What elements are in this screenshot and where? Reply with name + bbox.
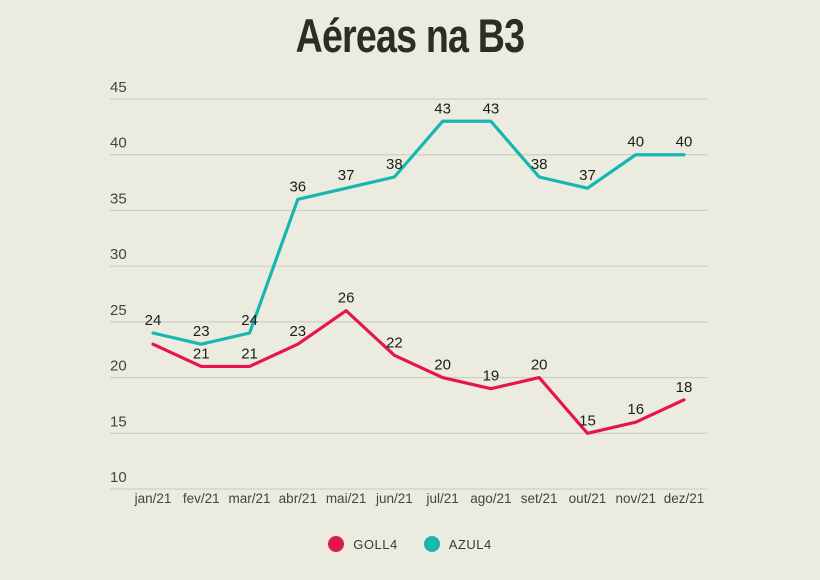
y-axis-tick-label: 30 xyxy=(110,246,127,263)
legend: GOLL4 AZUL4 xyxy=(0,536,820,552)
azul4-data-label: 38 xyxy=(531,156,548,173)
azul4-series-marker xyxy=(423,536,440,552)
x-axis-tick-label: mar/21 xyxy=(229,491,271,506)
azul4-data-label: 23 xyxy=(193,323,210,340)
goll4-data-label: 20 xyxy=(434,357,451,374)
legend-item-goll4[interactable]: GOLL4 xyxy=(328,536,397,552)
goll4-data-label: 26 xyxy=(338,290,355,307)
goll4-data-label: 23 xyxy=(289,323,306,340)
y-axis-tick-label: 40 xyxy=(110,135,127,152)
goll4-line xyxy=(151,309,686,435)
chart-title: Aéreas na B3 xyxy=(0,8,820,63)
x-axis-tick-label: set/21 xyxy=(521,491,558,506)
y-axis-tick-label: 25 xyxy=(110,302,127,319)
azul4-data-label: 40 xyxy=(676,134,693,151)
x-axis-tick-label: out/21 xyxy=(569,491,607,506)
chart-title-text: Aéreas na B3 xyxy=(295,9,525,62)
x-axis-tick-label: jun/21 xyxy=(375,491,413,506)
y-axis-tick-label: 10 xyxy=(110,469,127,486)
goll4-data-label: 16 xyxy=(627,401,644,418)
x-axis-tick-label: abr/21 xyxy=(279,491,317,506)
goll4-data-label: 18 xyxy=(676,379,693,396)
y-axis-tick-label: 20 xyxy=(110,358,127,375)
x-axis-tick-label: dez/21 xyxy=(664,491,705,506)
goll4-data-label: 21 xyxy=(193,345,210,362)
azul4-data-label: 38 xyxy=(386,156,403,173)
x-axis-tick-label: jan/21 xyxy=(134,491,172,506)
x-axis-tick-label: mai/21 xyxy=(326,491,367,506)
goll4-data-label: 19 xyxy=(483,368,500,385)
goll4-series-marker xyxy=(328,536,345,552)
azul4-data-label: 40 xyxy=(627,134,644,151)
x-axis-tick-label: jul/21 xyxy=(425,491,458,506)
goll4-data-label: 15 xyxy=(579,412,596,429)
goll4-data-label: 21 xyxy=(241,345,258,362)
azul4-data-label: 24 xyxy=(241,312,258,329)
goll4-data-label: 20 xyxy=(531,357,548,374)
x-axis-tick-label: fev/21 xyxy=(183,491,220,506)
legend-label-goll4: GOLL4 xyxy=(353,536,398,552)
azul4-marker-dot xyxy=(423,536,440,552)
azul4-data-label: 37 xyxy=(338,167,355,184)
azul4-data-label: 43 xyxy=(483,100,500,117)
azul4-data-label: 43 xyxy=(434,100,451,117)
azul4-data-label: 24 xyxy=(145,312,162,329)
azul4-line xyxy=(151,119,686,346)
goll4-data-label: 22 xyxy=(386,334,403,351)
y-axis-tick-label: 45 xyxy=(110,79,127,96)
x-axis-tick-label: nov/21 xyxy=(615,491,656,506)
azul4-data-label: 37 xyxy=(579,167,596,184)
azul4-data-label: 36 xyxy=(289,178,306,195)
goll4-marker-dot xyxy=(328,536,345,552)
legend-label-azul4: AZUL4 xyxy=(448,536,492,552)
legend-item-azul4[interactable]: AZUL4 xyxy=(423,536,492,552)
x-axis-tick-label: ago/21 xyxy=(470,491,511,506)
y-axis-tick-label: 35 xyxy=(110,190,127,207)
y-axis-tick-label: 15 xyxy=(110,413,127,430)
